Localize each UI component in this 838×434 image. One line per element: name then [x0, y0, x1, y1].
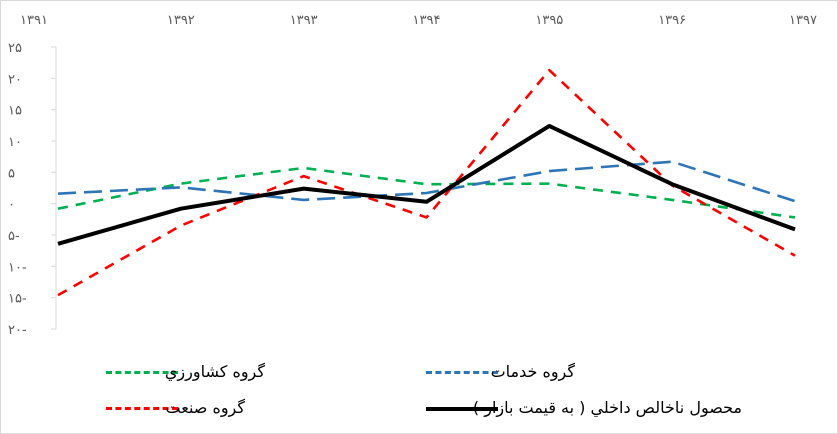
- legend-item: محصول ناخالص داخلي ( به قيمت بازار ): [0, 398, 838, 418]
- series-line-2: [57, 68, 796, 297]
- x-tick-label: ۱۳۹۱: [20, 13, 48, 28]
- legend-item: گروه خدمات: [0, 362, 838, 382]
- x-axis: ۱۳۹۱ ۱۳۹۲ ۱۳۹۳ ۱۳۹۴ ۱۳۹۵ ۱۳۹۶ ۱۳۹۷: [20, 13, 817, 28]
- series-line-3: [57, 123, 796, 246]
- y-tick-label: ۰: [8, 198, 15, 213]
- y-tick-label: ۱۰: [8, 135, 22, 150]
- x-tick-label: ۱۳۹۷: [789, 13, 817, 28]
- series-line-1: [57, 160, 796, 203]
- legend-label: گروه صنعت: [165, 398, 245, 417]
- legend-label: گروه كشاورزي: [164, 362, 265, 381]
- legend-label: گروه خدمات: [490, 362, 575, 381]
- x-tick-label: ۱۳۹۵: [535, 13, 563, 28]
- legend-swatch: [426, 371, 498, 374]
- x-tick-label: ۱۳۹۶: [658, 13, 686, 28]
- y-tick-label: ۲۵: [8, 41, 22, 56]
- series-line-0: [57, 166, 796, 219]
- legend-item: گروه صنعت: [0, 398, 838, 418]
- x-tick-label: ۱۳۹۳: [290, 13, 318, 28]
- legend-swatch: [426, 407, 498, 411]
- y-tick-label: ۵-: [8, 229, 20, 244]
- y-tick-label: ۵: [8, 166, 15, 181]
- series-layer: [57, 68, 796, 297]
- x-tick-label: ۱۳۹۴: [413, 13, 441, 28]
- legend-swatch: [106, 371, 178, 374]
- y-tick-label: ۱۵: [8, 104, 22, 119]
- legend-swatch: [106, 407, 178, 410]
- x-tick-label: ۱۳۹۲: [167, 13, 195, 28]
- y-axis: ۲۵ ۲۰ ۱۵ ۱۰ ۵ ۰ ۵- ۱۰- ۱۵- ۲۰-: [8, 41, 57, 338]
- legend-label: محصول ناخالص داخلي ( به قيمت بازار ): [472, 398, 742, 417]
- y-tick-label: ۲۰: [8, 72, 22, 87]
- y-tick-label: ۱۰-: [8, 260, 27, 275]
- y-tick-label: ۱۵-: [8, 292, 27, 307]
- legend-item: گروه كشاورزي: [0, 362, 838, 382]
- y-tick-label: ۲۰-: [8, 323, 27, 338]
